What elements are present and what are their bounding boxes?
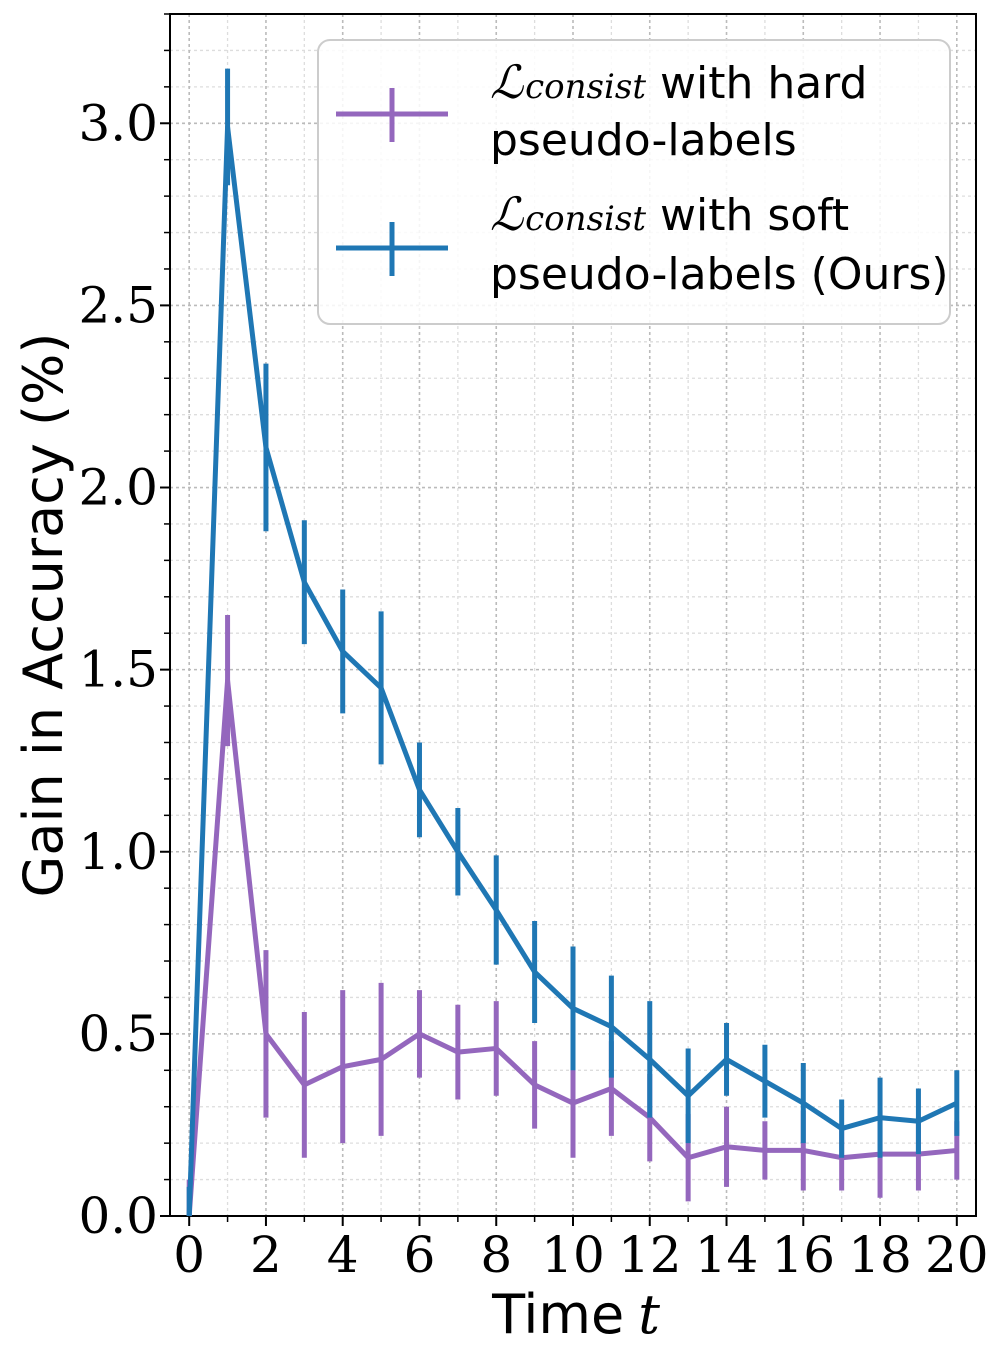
x-tick-label: 12 [618,1226,682,1284]
legend-label-hard-line2: pseudo-labels [490,115,797,166]
legend-subscript-hard: consist [525,67,646,107]
legend-text-hard: with hard [660,58,867,109]
x-tick-label: 14 [695,1226,759,1284]
x-tick-label: 16 [771,1226,835,1284]
x-tick-label: 4 [327,1226,359,1284]
axis-ticks: 0 2 4 6 8 10 12 14 16 18 20 0.0 0.5 1.0 1.5 2.0 2.5 3.0 [78,13,989,1284]
y-tick-label: 1.0 [78,823,158,881]
x-tick-label: 0 [173,1226,205,1284]
legend-label-hard-line1: ℒconsist with hard [490,55,867,109]
legend-label-soft-line1: ℒconsist with soft [490,187,849,241]
x-tick-label: 8 [480,1226,512,1284]
legend-symbol-soft: ℒ [490,187,524,241]
legend-entry-soft: ℒconsist with soft pseudo-labels (Ours) [336,187,949,300]
legend-symbol-hard: ℒ [490,55,524,109]
x-tick-label: 18 [848,1226,912,1284]
y-tick-label: 3.0 [78,94,158,152]
y-tick-label: 1.5 [78,641,158,699]
x-tick-label: 6 [404,1226,436,1284]
legend-box [317,39,951,325]
y-tick-label: 0.0 [78,1187,158,1245]
x-axis-title-variable: t [638,1283,660,1346]
legend-label-soft-line2: pseudo-labels (Ours) [490,249,949,300]
x-tick-label: 20 [925,1226,989,1284]
series-layer [186,68,960,1217]
legend-entry-hard: ℒconsist with hard pseudo-labels [336,55,867,166]
x-axis-title: Time t [491,1283,660,1346]
y-tick-label: 0.5 [78,1005,158,1063]
series-soft [186,68,960,1217]
x-tick-label: 2 [250,1226,282,1284]
y-axis-title: Gain in Accuracy (%) [12,333,75,898]
x-tick-label: 10 [541,1226,605,1284]
legend-subscript-soft: consist [525,199,646,239]
legend-text-soft: with soft [660,190,849,241]
y-tick-label: 2.5 [78,276,158,334]
y-tick-label: 2.0 [78,459,158,517]
legend: ℒconsist with hard pseudo-labels ℒconsist… [317,39,951,325]
x-axis-title-text: Time [491,1283,624,1346]
